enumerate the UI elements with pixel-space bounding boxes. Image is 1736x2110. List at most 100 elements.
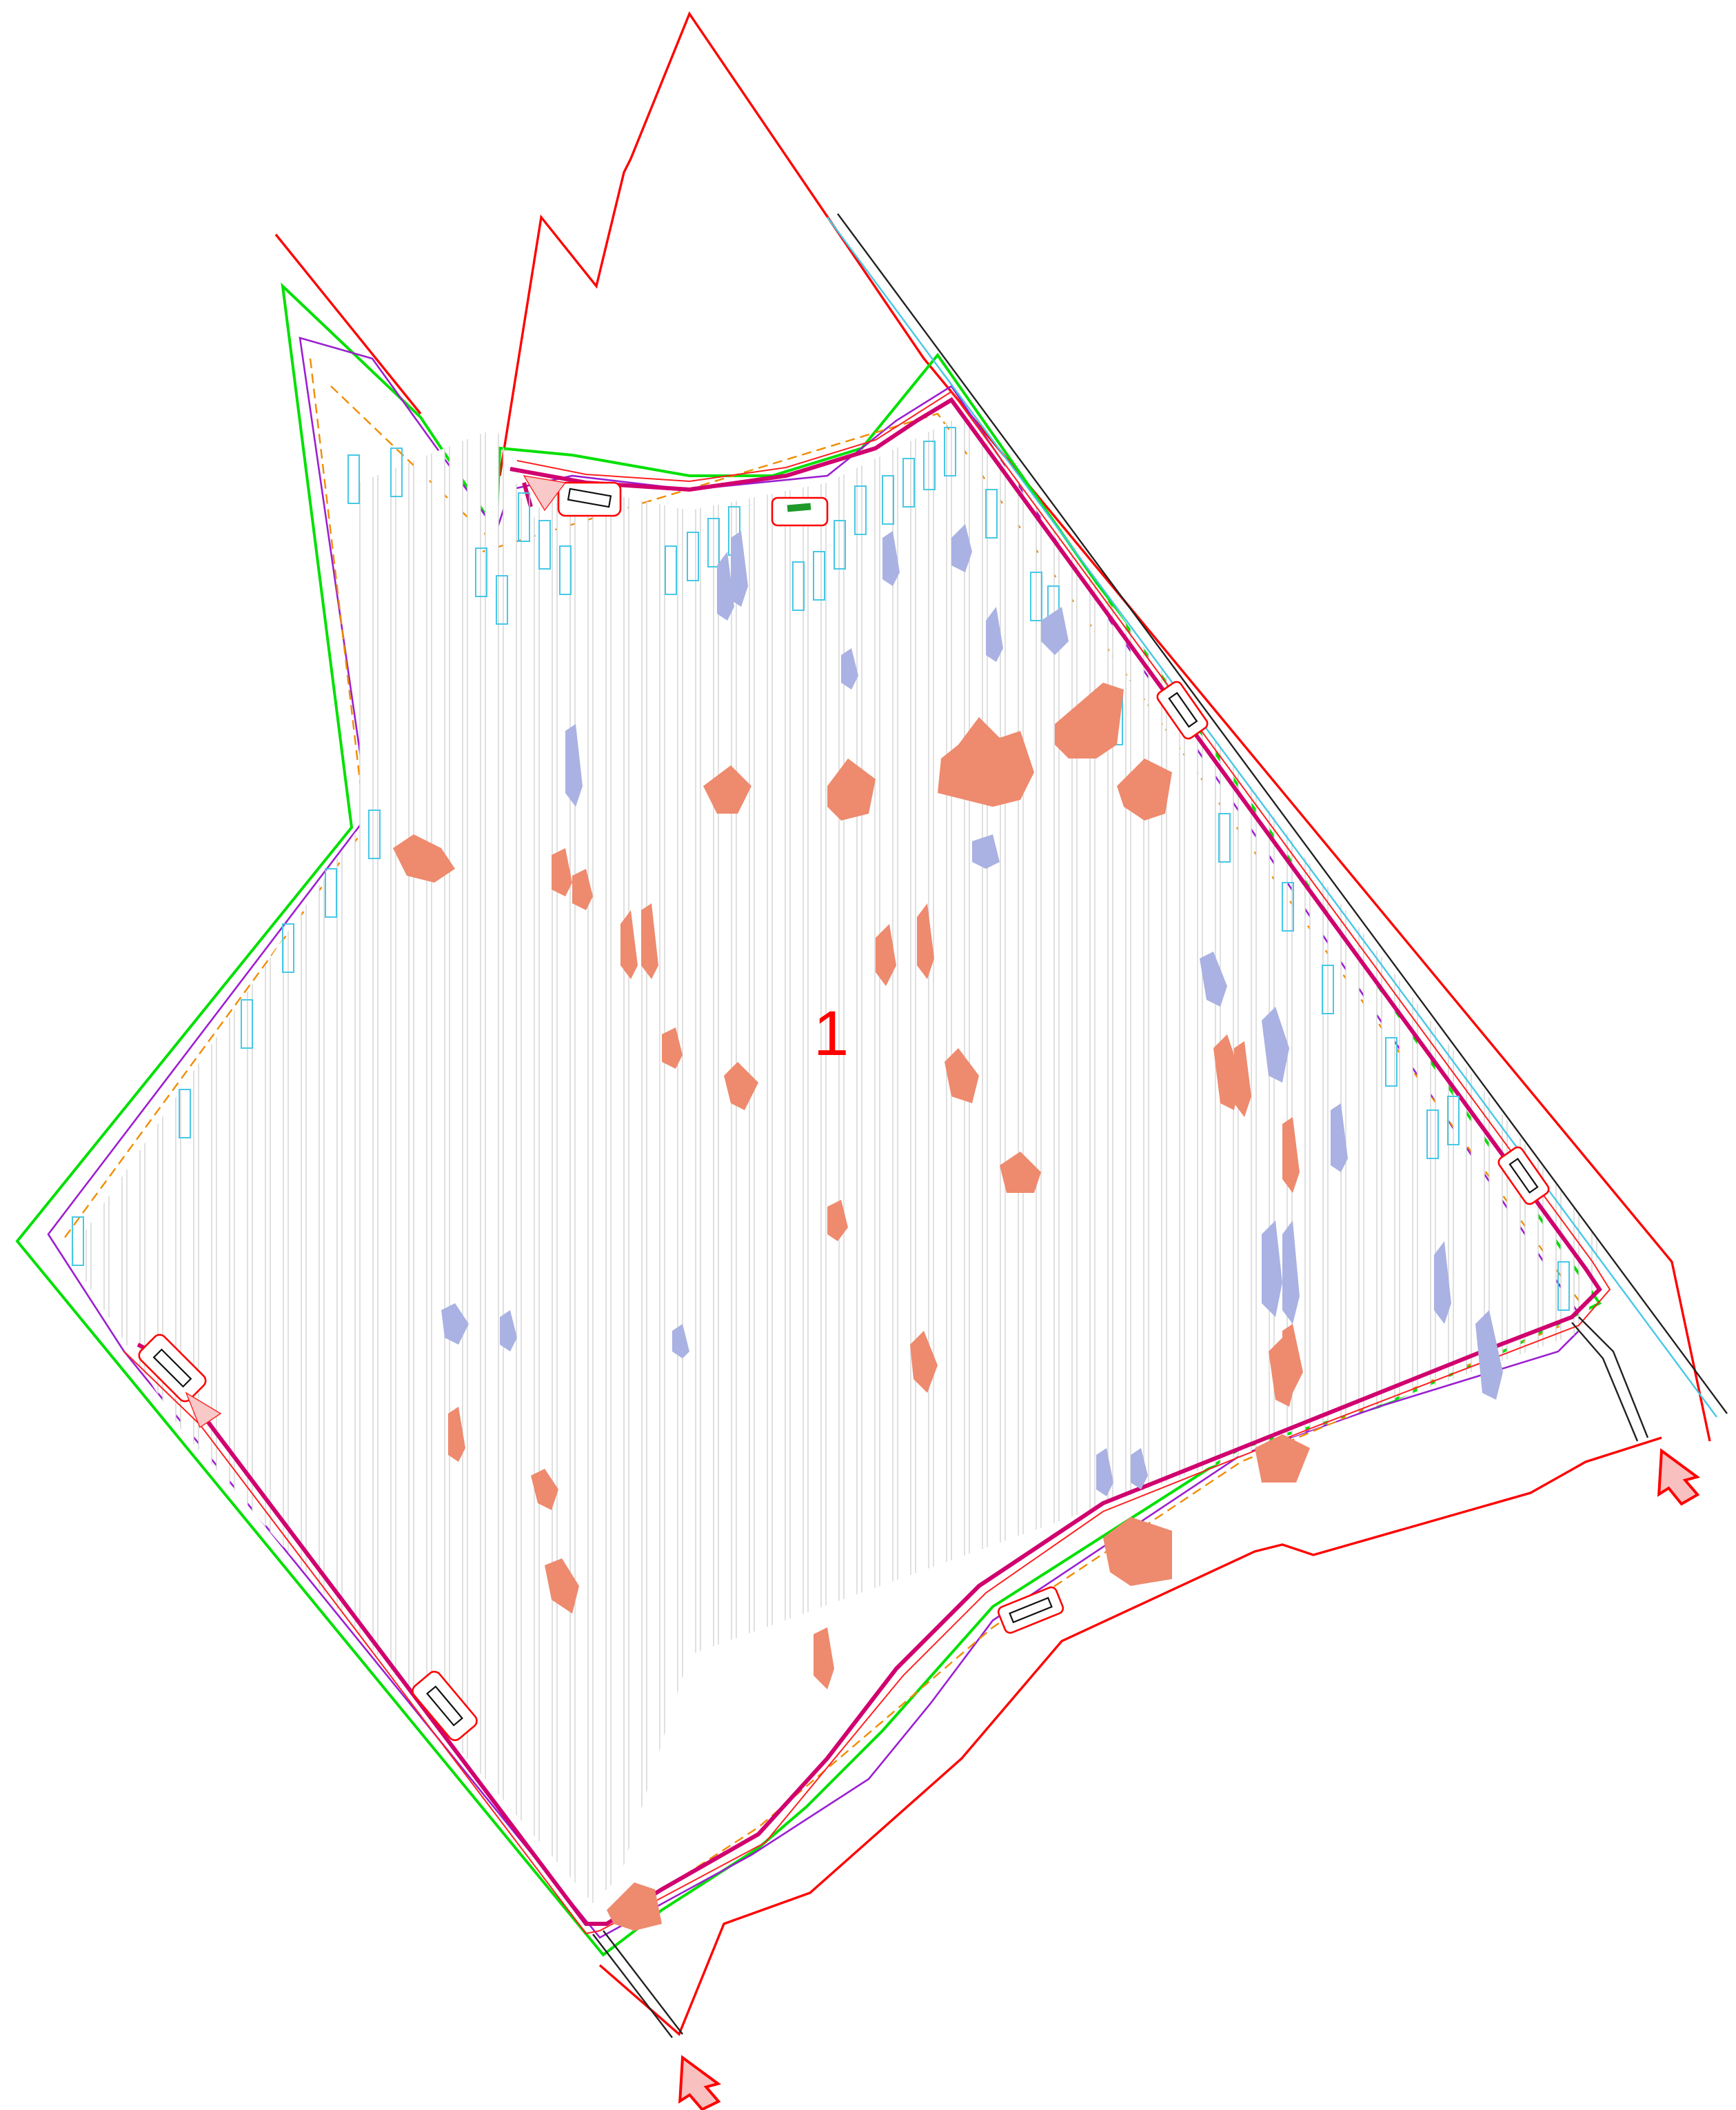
equipment-box [902, 458, 915, 508]
entrance-arrow-east [1657, 1448, 1701, 1506]
equipment-box [882, 475, 894, 525]
shade-zone [1262, 1220, 1282, 1317]
shade-zone [662, 1027, 683, 1069]
equipment-box [368, 810, 381, 859]
equipment-box [985, 489, 998, 539]
access-road-east [1571, 1316, 1649, 1442]
inverter-station [997, 1586, 1064, 1634]
shade-zone [565, 724, 583, 807]
shade-zone [1282, 1117, 1300, 1193]
equipment-box [282, 923, 294, 973]
shade-zone [986, 607, 1003, 662]
inverter-station [138, 1334, 207, 1403]
inverter-station [412, 1671, 478, 1741]
shade-zone [1255, 1434, 1310, 1483]
inverter-cores [152, 488, 1539, 1727]
equipment-box [854, 485, 867, 535]
shade-zone [876, 924, 896, 986]
substation-marker [787, 503, 811, 512]
inverter-station [1156, 681, 1209, 740]
equipment-box [1426, 1109, 1439, 1159]
equipment-box [834, 520, 846, 570]
shade-zone [552, 848, 572, 896]
equipment-box [792, 561, 805, 611]
shade-zone [717, 552, 734, 621]
equipment-box [475, 547, 487, 597]
shade-zone [841, 648, 858, 690]
shade-zone [882, 531, 900, 586]
shade-zone [641, 903, 658, 979]
equipment-box [538, 520, 551, 570]
inverter-station [557, 481, 622, 517]
road-edge [123, 390, 1611, 1935]
shade-zone [724, 1062, 758, 1110]
shade-zone [951, 524, 972, 572]
shade-zone [1131, 1448, 1148, 1489]
equipment-boxes [72, 427, 1570, 1311]
shade-zone [972, 834, 1000, 869]
equipment-box [347, 454, 360, 504]
equipment-box [707, 518, 720, 567]
shade-zone [531, 1469, 558, 1510]
shade-zone [393, 834, 455, 883]
shade-zone [731, 531, 748, 607]
shade-zone [1475, 1310, 1503, 1400]
boundary-road-northeast [827, 213, 1728, 1418]
shade-zone [500, 1310, 517, 1352]
shade-zone [1117, 758, 1172, 821]
shade-zone [620, 910, 638, 979]
equipment-box [1030, 572, 1042, 621]
equipment-box [665, 545, 677, 595]
shade-zone [1434, 1241, 1451, 1324]
field-number-label: 1 [814, 998, 849, 1069]
equipment-box [1557, 1261, 1570, 1311]
shade-zone [945, 1048, 979, 1103]
shade-zone [827, 758, 876, 821]
equipment-box [1282, 882, 1294, 932]
shade-zone [1200, 952, 1227, 1007]
equipment-box [559, 545, 572, 595]
shade-zone [1282, 1324, 1303, 1393]
equipment-box [923, 441, 936, 490]
equipment-box [518, 492, 530, 542]
shade-zone [827, 1200, 848, 1241]
shade-zone [448, 1407, 465, 1462]
shade-zone [1331, 1103, 1348, 1172]
equipment-box [1447, 1096, 1460, 1145]
shade-zone [1282, 1220, 1300, 1324]
shade-zone [607, 1882, 662, 1931]
shade-zone [1262, 1007, 1289, 1083]
shade-zone [672, 1324, 689, 1358]
shade-zone [1103, 1517, 1172, 1586]
shade-zone [938, 717, 1034, 807]
shade-zone [814, 1627, 834, 1689]
shade-zone [441, 1303, 469, 1345]
inverter-station [771, 496, 829, 527]
shade-zone [545, 1558, 579, 1614]
equipment-box [813, 551, 825, 601]
shade-zone [1041, 607, 1069, 655]
equipment-box [496, 575, 508, 625]
equipment-box [179, 1089, 191, 1138]
shade-zone [1000, 1152, 1041, 1193]
equipment-box [241, 999, 253, 1049]
shade-zone [1055, 683, 1124, 758]
shade-zone [1234, 1041, 1251, 1117]
equipment-box [72, 1216, 84, 1266]
shade-zones-blue [441, 524, 1503, 1496]
equipment-box [944, 427, 956, 476]
equipment-box [325, 868, 337, 918]
road-turn-fills [185, 475, 567, 1429]
access-road-south [592, 1930, 683, 2038]
inverter-station [1497, 1146, 1550, 1205]
shade-zone [572, 869, 593, 910]
entrance-arrow-south [678, 2055, 722, 2110]
shade-zone [910, 1331, 938, 1393]
property-boundary-line [274, 11, 1711, 2036]
equipment-box [1322, 965, 1334, 1014]
shade-zones-orange [393, 683, 1310, 1931]
shade-zone [1096, 1448, 1113, 1496]
equipment-box [1385, 1037, 1397, 1087]
